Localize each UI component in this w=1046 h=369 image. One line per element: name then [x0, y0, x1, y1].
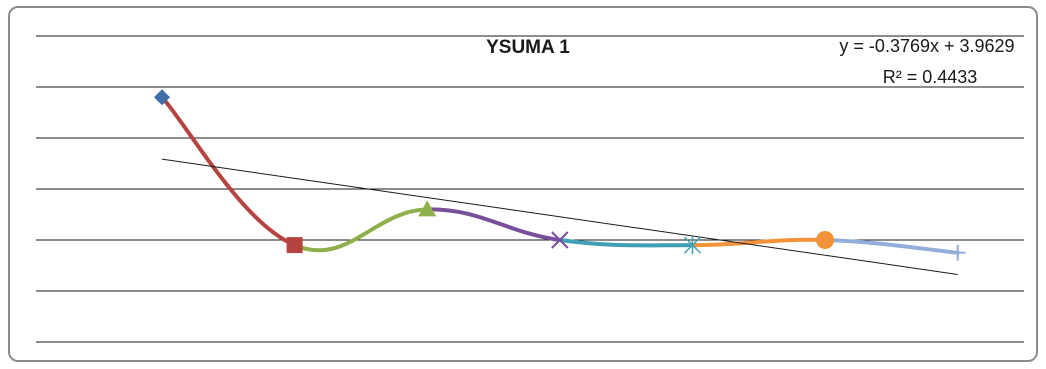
markers-group [153, 89, 966, 261]
trendline [161, 158, 958, 275]
gridlines [36, 35, 1024, 343]
series-segment [690, 237, 828, 248]
series-segment [557, 238, 695, 248]
series-segment [159, 95, 297, 248]
trendline-group [161, 158, 958, 275]
data-point [683, 236, 701, 255]
series-line [159, 95, 960, 255]
data-point [153, 89, 170, 106]
trendline-r2: R² = 0.4433 [883, 67, 978, 87]
series-segment [823, 238, 960, 255]
trendline-equation: y = -0.3769x + 3.9629 [839, 36, 1014, 56]
series-segment [292, 207, 430, 253]
data-point [949, 244, 966, 261]
series-segment [425, 207, 562, 242]
chart-frame [8, 6, 1038, 362]
data-point [551, 231, 569, 249]
data-point [286, 237, 303, 254]
chart-title: YSUMA 1 [486, 37, 570, 58]
data-point [418, 200, 437, 217]
data-point [816, 231, 835, 249]
